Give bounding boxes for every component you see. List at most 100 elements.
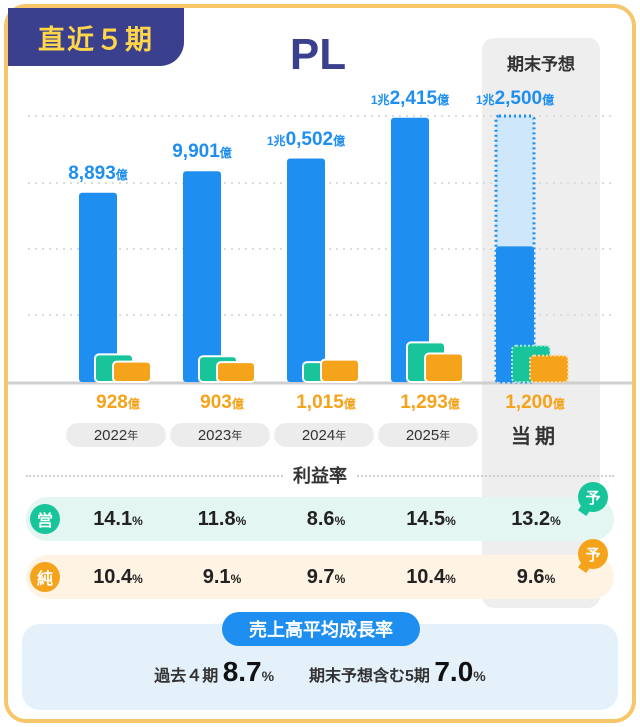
operating-margin-rate-pct: % [445,514,456,528]
net-margin-rate-pct: % [334,572,346,586]
net-margin-rate-value: 10.4 [93,566,133,588]
net-icon: 純 [30,562,60,592]
page-title: PL [0,30,640,80]
revenue-label-unit: 億 [115,167,128,182]
year-label: 2022 年 [66,423,166,447]
net-profit-label-value: 1,015 [296,392,344,413]
revenue-label-value: 2,500 [494,88,543,109]
revenue-label: 9,901億 [132,141,272,163]
operating-margin-rate: 13.2% [491,508,581,531]
revenue-label-unit: 億 [437,92,450,107]
revenue-label: 1兆2,415億 [340,88,480,110]
operating-margin-rate-value: 14.5 [406,508,446,530]
revenue-label-unit: 億 [542,93,555,107]
revenue-label-prefix: 1兆 [475,93,495,107]
operating-margin-rate-value: 8.6 [306,508,335,530]
net-margin-rate-pct: % [544,572,556,586]
net-profit-bar [320,358,360,384]
operating-margin-rate-pct: % [235,514,247,528]
net-margin-rate-pct: % [230,572,242,586]
net-margin-rate-value: 10.4 [406,566,446,588]
period-badge: 直近５期 [8,8,184,66]
revenue-bar [183,171,221,382]
year-label-text: 2023 [197,426,232,444]
revenue-label-value: 0,502 [285,128,334,150]
operating-margin-rate: 14.5% [386,508,476,531]
year-label: 2025 年 [378,423,478,447]
net-profit-label-unit: 億 [343,397,356,411]
forecast-header: 期末予想 [507,55,575,74]
revenue-bar [79,192,117,382]
page-title-text: PL [289,30,347,79]
year-label-text: 2025 [405,426,440,444]
revenue-bar [391,117,429,382]
year-label-suffix: 年 [439,430,451,442]
net-margin-row [26,555,614,599]
net-profit-label: 1,200億 [465,392,605,414]
margin-title: 利益率 [285,462,355,488]
net-margin-rate: 9.6% [491,566,581,589]
operating-margin-rate: 8.6% [281,508,371,531]
operating-margin-rate-pct: % [334,514,346,528]
operating-margin-rate: 11.8% [177,508,267,531]
net-profit-label: 1,293億 [360,392,500,414]
net-profit-bar [216,361,256,384]
forecast-mark-operating: 予 [578,482,608,512]
year-label: 2024 年 [274,423,374,447]
net-margin-rate: 9.1% [177,566,267,589]
current-period-label: 当期 [511,426,559,448]
operating-margin-rate-value: 11.8 [197,508,236,530]
net-profit-label: 1,015億 [256,392,396,414]
year-label-text: 2022 [93,426,128,444]
net-profit-bar [112,360,152,384]
operating-margin-rate-pct: % [132,514,143,528]
year-label-suffix: 年 [335,430,347,442]
cagr-past-value: 8.7 [222,656,262,687]
operating-icon: 営 [30,504,60,534]
forecast-mark-net: 予 [578,539,608,569]
cagr-past-label: 過去４期 [154,668,219,685]
revenue-label-value: 9,901 [172,141,220,163]
operating-margin-rate: 14.1% [73,508,163,531]
revenue-label: 1兆0,502億 [236,129,376,151]
net-profit-label-unit: 億 [552,397,565,411]
net-margin-rate-pct: % [445,572,456,586]
year-label: 2023 年 [170,423,270,447]
net-profit-label-value: 1,200 [505,392,553,413]
net-margin-rate-pct: % [132,572,143,586]
year-label-suffix: 年 [127,430,139,442]
operating-margin-rate-value: 14.1 [93,508,133,530]
margin-header: 利益率 [0,462,640,488]
revenue-bar [287,158,325,382]
operating-margin-rate-value: 13.2 [511,508,551,530]
revenue-label: 8,893億 [28,163,168,185]
operating-margin-row [26,497,614,541]
revenue-label-prefix: 1兆 [266,133,286,148]
revenue-label: 1兆2,500億 [445,88,585,110]
cagr-title: 売上高平均成長率 [222,612,420,646]
revenue-label-value: 8,893 [68,162,116,184]
net-margin-rate-value: 9.1 [202,566,231,588]
net-margin-rate: 10.4% [386,566,476,589]
year-label-text: 2024 [301,426,336,444]
net-profit-label-unit: 億 [447,397,460,411]
net-profit-label-unit: 億 [127,397,140,411]
net-profit-label: 928億 [48,392,188,414]
cagr-past-pct: % [261,668,275,684]
cagr-values: 過去４期 8.7% 期末予想含む5期 7.0% [22,656,618,688]
net-profit-bar [529,354,569,384]
net-margin-rate-value: 9.6 [516,566,545,588]
revenue-label-unit: 億 [219,146,232,161]
net-profit-label-unit: 億 [231,397,244,411]
revenue-label-unit: 億 [333,133,346,148]
net-profit-label: 903億 [152,392,292,414]
revenue-label-prefix: 1兆 [370,92,390,107]
cagr-incl-value: 7.0 [434,656,474,687]
year-label-suffix: 年 [231,430,243,442]
net-profit-bar [424,352,464,383]
revenue-label-value: 2,415 [389,87,438,109]
net-profit-label-value: 928 [96,392,128,413]
cagr-incl-pct: % [473,668,486,684]
net-profit-label-value: 1,293 [400,392,448,413]
